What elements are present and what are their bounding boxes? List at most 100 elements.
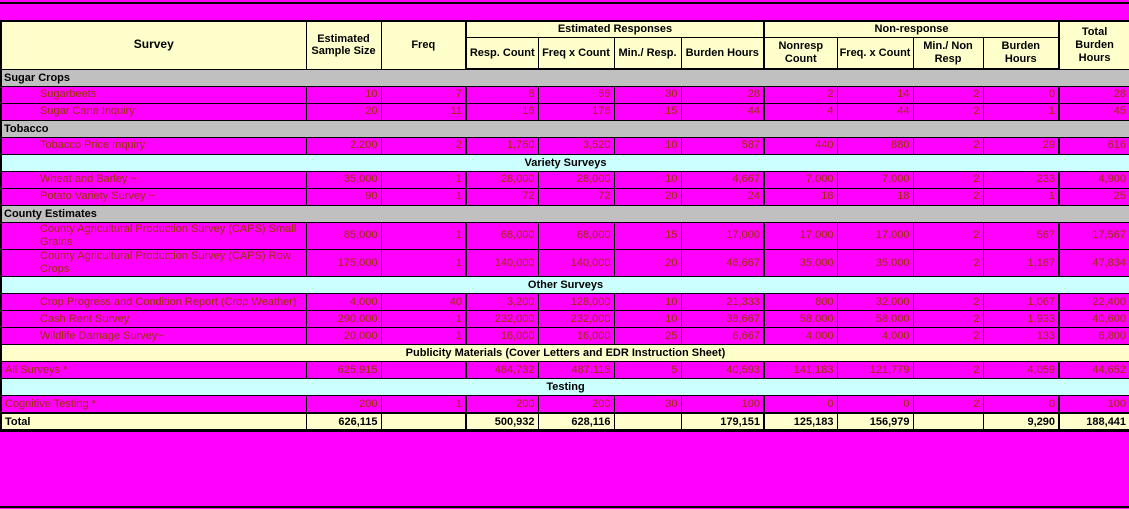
section-header-publicity-materials-cover-letters-and-edr-instruction-sheet: Publicity Materials (Cover Letters and E… bbox=[0, 344, 1129, 363]
value-cell: 44 bbox=[836, 102, 914, 121]
value-cell: 290,000 bbox=[305, 310, 382, 329]
survey-name: Crop Progress and Condition Report (Crop… bbox=[0, 293, 307, 312]
value-cell: 14 bbox=[836, 85, 914, 104]
value-cell: 17,000 bbox=[763, 221, 838, 251]
value-cell: 140,000 bbox=[537, 249, 615, 278]
value-cell: 1 bbox=[380, 249, 467, 278]
col-header-min-resp: Min./ Resp. bbox=[613, 36, 682, 71]
value-cell: 1 bbox=[380, 310, 467, 329]
value-cell: 2 bbox=[912, 85, 984, 104]
value-cell: 85,000 bbox=[305, 221, 382, 251]
value-cell: 2 bbox=[912, 187, 984, 206]
value-cell: 4,000 bbox=[763, 327, 838, 346]
value-cell: 47,834 bbox=[1058, 249, 1129, 278]
value-cell: 20 bbox=[305, 102, 382, 121]
value-cell: 4,900 bbox=[1058, 170, 1129, 189]
value-cell: 68,000 bbox=[465, 221, 539, 251]
value-cell: 44 bbox=[680, 102, 765, 121]
section-header-tobacco: Tobacco bbox=[0, 119, 1129, 138]
value-cell: 45 bbox=[1058, 102, 1129, 121]
value-cell: 176 bbox=[537, 102, 615, 121]
col-header-resp-count: Resp. Count bbox=[465, 36, 539, 71]
value-cell: 1 bbox=[982, 102, 1060, 121]
group-header-non-response: Non-response bbox=[763, 20, 1060, 38]
total-row-label: Total bbox=[0, 411, 307, 432]
value-cell: 20 bbox=[613, 187, 682, 206]
value-cell: 15 bbox=[613, 102, 682, 121]
value-cell: 29 bbox=[982, 136, 1060, 155]
value-cell: 6,667 bbox=[680, 327, 765, 346]
value-cell: 200 bbox=[465, 395, 539, 414]
value-cell: 616 bbox=[1058, 136, 1129, 155]
value-cell: 0 bbox=[982, 85, 1060, 104]
value-cell: 28,000 bbox=[537, 170, 615, 189]
value-cell: 4,059 bbox=[982, 361, 1060, 380]
section-header-sugar-crops: Sugar Crops bbox=[0, 68, 1129, 87]
value-cell: 628,116 bbox=[537, 411, 615, 432]
value-cell: 2 bbox=[912, 361, 984, 380]
value-cell: 30 bbox=[613, 395, 682, 414]
value-cell: 22,400 bbox=[1058, 293, 1129, 312]
value-cell: 10 bbox=[613, 293, 682, 312]
survey-name: Sugarbeets bbox=[0, 85, 307, 104]
header-group-row: Survey Estimated Sample Size Freq Estima… bbox=[0, 20, 1129, 70]
value-cell: 15 bbox=[613, 221, 682, 251]
value-cell: 125,183 bbox=[763, 411, 838, 432]
value-cell: 4,667 bbox=[680, 170, 765, 189]
value-cell: 1 bbox=[380, 221, 467, 251]
value-cell: 5 bbox=[613, 361, 682, 380]
value-cell: 17,000 bbox=[836, 221, 914, 251]
value-cell: 487,116 bbox=[537, 361, 615, 380]
value-cell: 2 bbox=[912, 310, 984, 329]
value-cell: 18 bbox=[763, 187, 838, 206]
value-cell: 7 bbox=[380, 85, 467, 104]
value-cell: 100 bbox=[680, 395, 765, 414]
col-header-sample-size: Estimated Sample Size bbox=[305, 20, 382, 70]
value-cell: 179,151 bbox=[680, 411, 765, 432]
value-cell: 625,915 bbox=[305, 361, 382, 380]
value-cell: 32,000 bbox=[836, 293, 914, 312]
value-cell: 40 bbox=[380, 293, 467, 312]
value-cell: 56 bbox=[537, 85, 615, 104]
top-divider-line bbox=[0, 2, 1129, 4]
value-cell: 20,000 bbox=[305, 327, 382, 346]
value-cell: 30 bbox=[613, 85, 682, 104]
value-cell: 1 bbox=[982, 187, 1060, 206]
survey-name: Sugar Cane Inquiry bbox=[0, 102, 307, 121]
value-cell: 100 bbox=[1058, 395, 1129, 414]
value-cell: 46,667 bbox=[680, 249, 765, 278]
value-cell: 20 bbox=[613, 249, 682, 278]
value-cell: 10 bbox=[305, 85, 382, 104]
value-cell: 25 bbox=[1058, 187, 1129, 206]
table-body: Sugar Crops Sugarbeets 10 7 8 56 30 28 2 14 2 0 28 Su… bbox=[0, 68, 1129, 432]
value-cell: 35,000 bbox=[836, 249, 914, 278]
value-cell: 3,200 bbox=[465, 293, 539, 312]
value-cell: 587 bbox=[680, 136, 765, 155]
value-cell: 800 bbox=[763, 293, 838, 312]
value-cell: 133 bbox=[982, 327, 1060, 346]
value-cell: 16,000 bbox=[465, 327, 539, 346]
survey-name: County Agricultural Production Survey (C… bbox=[0, 221, 307, 251]
group-header-estimated-responses: Estimated Responses bbox=[464, 20, 765, 38]
section-header-variety-surveys: Variety Surveys bbox=[0, 153, 1129, 172]
value-cell: 1,760 bbox=[465, 136, 539, 155]
value-cell: 2 bbox=[912, 249, 984, 278]
value-cell: 188,441 bbox=[1058, 411, 1129, 432]
value-cell: 200 bbox=[537, 395, 615, 414]
value-cell: 38,667 bbox=[680, 310, 765, 329]
section-header-testing: Testing bbox=[0, 378, 1129, 397]
value-cell: 440 bbox=[763, 136, 838, 155]
col-header-min-non-resp: Min./ Non Resp bbox=[912, 36, 984, 71]
value-cell: 141,183 bbox=[763, 361, 838, 380]
value-cell: 1 bbox=[380, 187, 467, 206]
value-cell: 28 bbox=[1058, 85, 1129, 104]
value-cell: 1 bbox=[380, 327, 467, 346]
value-cell: 2 bbox=[912, 395, 984, 414]
survey-name: Wheat and Barley ~ bbox=[0, 170, 307, 189]
value-cell: 10 bbox=[613, 170, 682, 189]
col-header-nonresp-count: Nonresp Count bbox=[763, 36, 838, 71]
value-cell: 9,290 bbox=[982, 411, 1060, 432]
value-cell: 1,067 bbox=[982, 293, 1060, 312]
survey-name: Potato Variety Survey ~ bbox=[0, 187, 307, 206]
value-cell: 0 bbox=[763, 395, 838, 414]
